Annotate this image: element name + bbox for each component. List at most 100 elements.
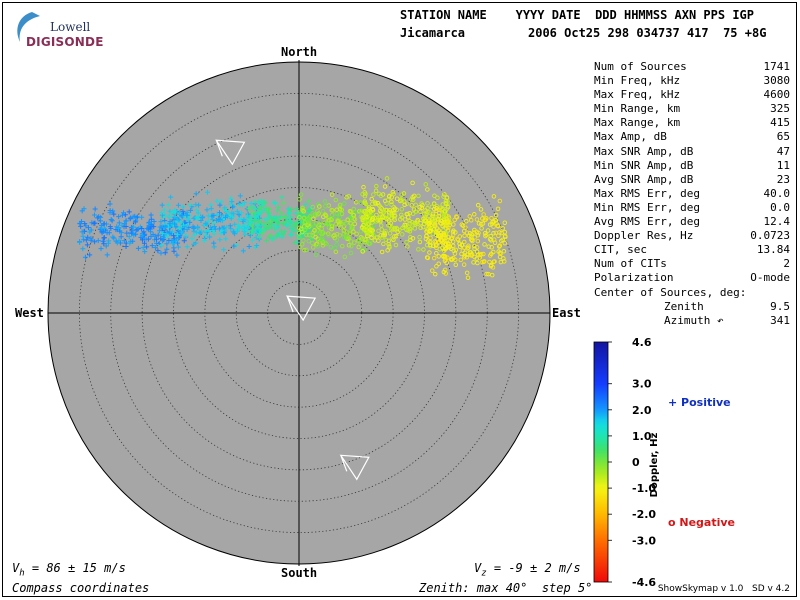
negative-doppler-point xyxy=(385,197,391,203)
negative-doppler-point xyxy=(453,230,458,235)
positive-doppler-point xyxy=(161,207,167,213)
stat-row: Min Range, km 325 xyxy=(594,102,790,116)
positive-doppler-point xyxy=(91,212,97,218)
positive-doppler-point xyxy=(144,244,150,250)
negative-doppler-point xyxy=(400,232,405,237)
positive-doppler-point xyxy=(135,245,141,251)
positive-doppler-point xyxy=(154,236,160,242)
positive-doppler-point xyxy=(214,198,220,204)
stat-value: 341 xyxy=(770,313,790,327)
logo-text-digisonde: DIGISONDE xyxy=(26,35,104,49)
negative-doppler-point xyxy=(302,219,308,225)
negative-doppler-point xyxy=(296,230,302,236)
negative-doppler-point xyxy=(342,201,347,206)
negative-doppler-point xyxy=(462,255,467,260)
negative-doppler-point xyxy=(334,237,340,242)
negative-doppler-point xyxy=(352,217,358,222)
negative-doppler-point xyxy=(298,192,304,197)
positive-doppler-point xyxy=(159,202,165,208)
stat-label: CIT, sec xyxy=(594,243,647,257)
stat-label: Max Freq, kHz xyxy=(594,88,681,102)
negative-doppler-point xyxy=(311,222,316,227)
velocity-vector-upper-left xyxy=(215,139,246,166)
positive-doppler-point xyxy=(228,195,234,201)
positive-doppler-point xyxy=(248,230,254,236)
positive-doppler-point xyxy=(271,215,277,221)
negative-doppler-point xyxy=(360,236,365,241)
horizontal-velocity: Vh = 86 ± 15 m/s xyxy=(12,561,126,578)
positive-doppler-point xyxy=(119,212,125,218)
negative-doppler-point xyxy=(429,204,435,210)
negative-doppler-point xyxy=(382,184,388,189)
stat-value: 9.5 xyxy=(770,299,790,313)
positive-doppler-point xyxy=(254,243,260,249)
positive-doppler-point xyxy=(255,225,261,231)
vertical-velocity: Vz = -9 ± 2 m/s xyxy=(474,561,581,578)
negative-doppler-point xyxy=(361,209,367,214)
positive-doppler-point xyxy=(126,209,132,215)
positive-doppler-point xyxy=(88,235,94,241)
negative-doppler-point xyxy=(459,242,465,248)
positive-doppler-point xyxy=(267,218,273,224)
negative-doppler-point xyxy=(455,237,461,243)
positive-doppler-point xyxy=(207,234,213,240)
positive-doppler-point xyxy=(214,217,220,223)
negative-doppler-point xyxy=(461,262,467,267)
vh-subscript: h xyxy=(19,568,25,579)
negative-doppler-point xyxy=(411,193,417,199)
negative-doppler-point xyxy=(481,212,486,217)
positive-doppler-point xyxy=(166,224,172,230)
negative-doppler-point xyxy=(365,219,371,224)
positive-doppler-point xyxy=(241,200,247,206)
negative-doppler-point xyxy=(314,241,320,246)
positive-doppler-point xyxy=(261,207,267,213)
negative-doppler-point xyxy=(391,210,397,216)
negative-doppler-point xyxy=(469,234,474,239)
negative-doppler-point xyxy=(378,223,384,228)
negative-doppler-point xyxy=(479,226,484,231)
positive-doppler-point xyxy=(116,220,122,226)
negative-doppler-point xyxy=(342,254,348,260)
stat-label: Avg RMS Err, deg xyxy=(594,215,700,229)
negative-doppler-point xyxy=(428,235,433,241)
positive-doppler-point xyxy=(159,210,165,216)
negative-doppler-point xyxy=(430,211,436,217)
positive-doppler-point xyxy=(85,225,91,231)
positive-doppler-point xyxy=(139,214,145,220)
negative-doppler-point xyxy=(311,216,316,222)
negative-doppler-point xyxy=(379,249,385,255)
positive-doppler-point xyxy=(92,220,98,226)
negative-doppler-point xyxy=(423,182,429,187)
positive-doppler-point xyxy=(282,214,288,220)
negative-doppler-point xyxy=(446,214,451,219)
positive-doppler-point xyxy=(108,216,114,222)
positive-doppler-point xyxy=(236,217,242,223)
negative-doppler-point xyxy=(313,234,318,240)
stat-value: 4600 xyxy=(763,88,791,102)
negative-doppler-point xyxy=(383,229,388,234)
positive-doppler-point xyxy=(205,218,211,224)
negative-doppler-point xyxy=(399,206,405,212)
positive-doppler-point xyxy=(179,229,185,235)
negative-doppler-point xyxy=(435,217,441,222)
positive-doppler-point xyxy=(230,229,236,235)
positive-doppler-point xyxy=(130,238,136,244)
positive-doppler-point xyxy=(239,216,245,222)
positive-doppler-point xyxy=(113,227,119,233)
positive-doppler-point xyxy=(184,227,190,233)
negative-doppler-point xyxy=(316,237,322,242)
negative-doppler-point xyxy=(432,271,438,277)
positive-doppler-point xyxy=(164,241,170,247)
negative-doppler-point xyxy=(315,244,321,249)
negative-doppler-point xyxy=(310,245,316,250)
negative-doppler-point xyxy=(502,240,508,246)
negative-doppler-point xyxy=(470,238,475,244)
negative-doppler-point xyxy=(304,247,309,253)
negative-doppler-point xyxy=(374,183,379,189)
positive-doppler-point xyxy=(159,231,165,237)
positive-doppler-point xyxy=(210,216,216,222)
positive-doppler-point xyxy=(87,252,93,258)
negative-doppler-point xyxy=(348,225,354,230)
negative-doppler-point xyxy=(384,176,390,181)
negative-doppler-point xyxy=(339,211,345,216)
